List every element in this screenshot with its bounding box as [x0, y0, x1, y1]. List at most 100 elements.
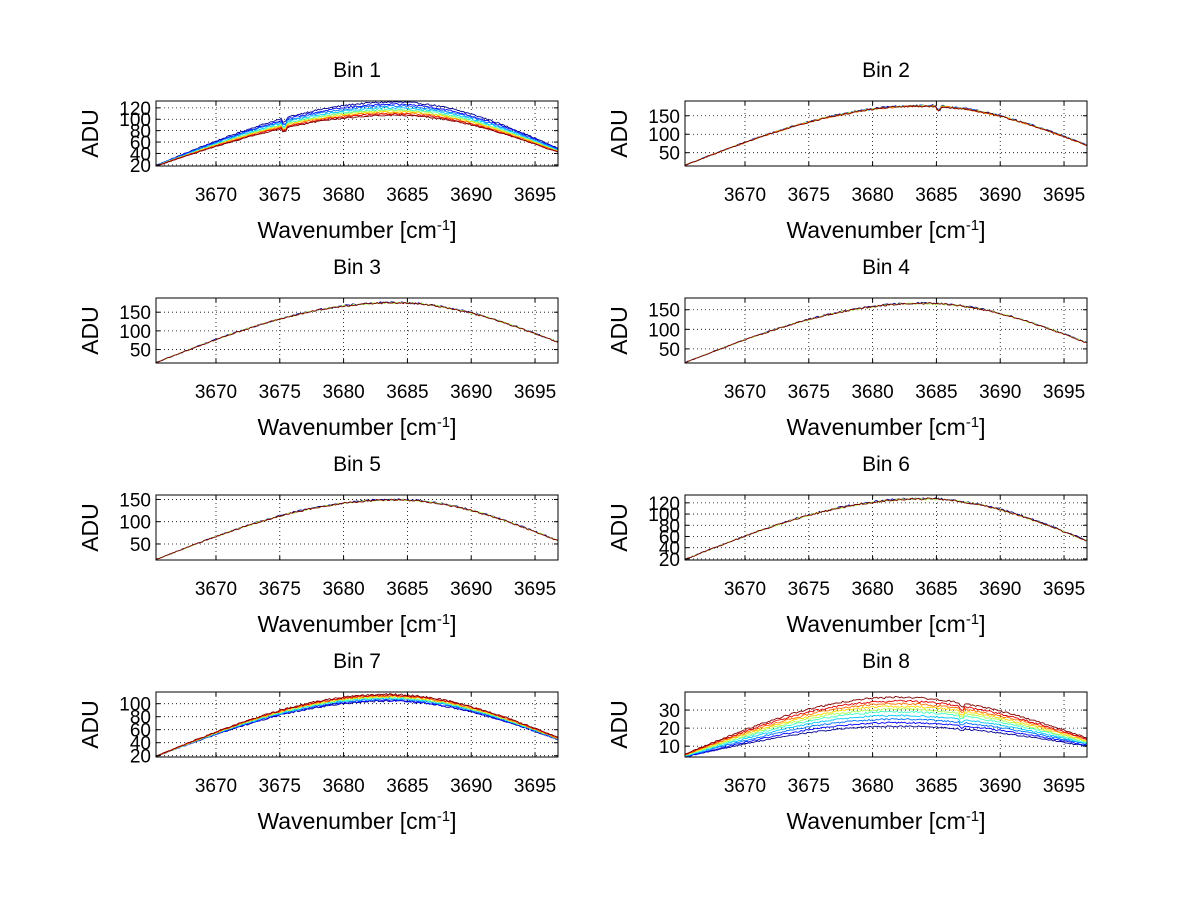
chart-3-xlabel-sup: -1: [437, 414, 450, 431]
chart-1-ytick-label-3: 80: [130, 122, 151, 143]
chart-5-axes-box: [155, 494, 559, 561]
chart-1-ytick-label-5: 120: [119, 99, 151, 120]
chart-7-axes-box: [155, 691, 559, 758]
chart-6-xtick-label-3: 3685: [915, 579, 957, 600]
chart-8-xlabel-main: Wavenumber [cm: [786, 808, 965, 834]
chart-8-series-4: [684, 714, 1088, 757]
chart-5-ylabel: ADU: [77, 503, 103, 552]
chart-5-xlabel-end: ]: [450, 611, 456, 637]
chart-5-ytick-label-1: 100: [119, 513, 151, 534]
chart-2-title: Bin 2: [862, 59, 910, 82]
chart-1-xlabel-end: ]: [450, 217, 456, 243]
chart-8-series-5: [684, 710, 1088, 757]
chart-4-xtick-label-0: 3670: [724, 382, 766, 403]
chart-6-xlabel-sup: -1: [966, 611, 979, 628]
chart-6-title: Bin 6: [862, 453, 910, 476]
chart-6-ytick-label-4: 100: [648, 505, 680, 526]
chart-4-xlabel-sup: -1: [966, 414, 979, 431]
chart-4-xtick-label-3: 3685: [915, 382, 957, 403]
chart-6-xtick-label-4: 3690: [979, 579, 1021, 600]
chart-2-ylabel: ADU: [606, 109, 632, 158]
chart-2-ytick-label-1: 100: [648, 125, 680, 146]
chart-8-series-1: [684, 725, 1088, 758]
chart-8-title: Bin 8: [862, 650, 910, 673]
chart-5-xtick-label-4: 3690: [450, 579, 492, 600]
chart-5-xtick-label-5: 3695: [514, 579, 556, 600]
chart-1-title: Bin 1: [333, 59, 381, 82]
chart-1-xlabel-main: Wavenumber [cm: [257, 217, 436, 243]
chart-2-xtick-label-0: 3670: [724, 185, 766, 206]
chart-3-series-3: [155, 301, 559, 364]
chart-7-ytick-label-2: 60: [130, 721, 151, 742]
chart-5-xlabel: Wavenumber [cm-1]: [257, 611, 456, 638]
chart-1-series-1: [155, 101, 558, 166]
chart-5-ytick-label-0: 50: [130, 535, 151, 556]
chart-4-ylabel: ADU: [606, 306, 632, 355]
chart-1-ytick-label-4: 100: [119, 110, 151, 131]
chart-4-axes-box: [684, 297, 1088, 364]
chart-3-xtick-label-2: 3680: [322, 382, 364, 403]
chart-5-ytick-label-2: 150: [119, 490, 151, 511]
chart-1-xlabel-sup: -1: [437, 217, 450, 234]
chart-3-xtick-label-1: 3675: [259, 382, 301, 403]
chart-8-xlabel-end: ]: [979, 808, 985, 834]
chart-2-plot-area: [685, 101, 1087, 166]
chart-8-series-10: [684, 695, 1088, 755]
chart-8-series-3: [684, 718, 1088, 758]
chart-5-xtick-label-2: 3680: [322, 579, 364, 600]
chart-8-axes-box: [684, 691, 1088, 758]
chart-6-ytick-label-0: 20: [659, 550, 680, 571]
chart-5-xtick-label-3: 3685: [386, 579, 428, 600]
chart-3-xlabel-end: ]: [450, 414, 456, 440]
chart-6-xlabel-main: Wavenumber [cm: [786, 611, 965, 637]
chart-4-xlabel-main: Wavenumber [cm: [786, 414, 965, 440]
chart-1-xtick-label-5: 3695: [514, 185, 556, 206]
chart-1-series-3: [155, 104, 559, 167]
chart-1-xtick-label-1: 3675: [259, 185, 301, 206]
chart-3-ytick-label-1: 100: [119, 322, 151, 343]
chart-2-xtick-label-2: 3680: [851, 185, 893, 206]
chart-3-ylabel: ADU: [77, 306, 103, 355]
chart-4-title: Bin 4: [862, 256, 910, 279]
chart-7-xlabel-end: ]: [450, 808, 456, 834]
chart-8-series-7: [684, 705, 1088, 756]
chart-2-ytick-label-0: 50: [659, 144, 680, 165]
chart-2-xtick-label-4: 3690: [979, 185, 1021, 206]
chart-6-xtick-label-2: 3680: [851, 579, 893, 600]
chart-8-ytick-label-2: 30: [659, 701, 680, 722]
chart-8-xtick-label-3: 3685: [915, 776, 957, 797]
chart-7-title: Bin 7: [333, 650, 381, 673]
chart-7-xlabel-sup: -1: [437, 808, 450, 825]
chart-7-xtick-label-1: 3675: [259, 776, 301, 797]
chart-4-ytick-label-1: 100: [648, 320, 680, 341]
chart-8-xtick-label-0: 3670: [724, 776, 766, 797]
chart-7-xtick-label-0: 3670: [195, 776, 237, 797]
chart-4-xtick-label-4: 3690: [979, 382, 1021, 403]
chart-2-xlabel: Wavenumber [cm-1]: [786, 217, 985, 244]
chart-6-xlabel-end: ]: [979, 611, 985, 637]
chart-6-series-3: [684, 497, 1088, 560]
chart-8-ytick-label-1: 20: [659, 719, 680, 740]
chart-5-series-3: [155, 498, 559, 560]
chart-8-xtick-label-5: 3695: [1043, 776, 1085, 797]
chart-6-xtick-label-1: 3675: [788, 579, 830, 600]
chart-1-series-9: [155, 112, 559, 167]
chart-4-series-3: [684, 302, 1088, 364]
chart-6-ytick-label-5: 120: [648, 494, 680, 515]
chart-5-plot-area: [156, 495, 558, 560]
chart-6-ytick-label-3: 80: [659, 516, 680, 537]
chart-8-xtick-label-2: 3680: [851, 776, 893, 797]
chart-3-xtick-label-5: 3695: [514, 382, 556, 403]
chart-2-ytick-label-2: 150: [648, 107, 680, 128]
chart-7-ylabel: ADU: [77, 700, 103, 749]
chart-4-xlabel: Wavenumber [cm-1]: [786, 414, 985, 441]
chart-1-xtick-label-2: 3680: [322, 185, 364, 206]
chart-1-ytick-label-1: 40: [130, 144, 151, 165]
chart-8-xlabel-sup: -1: [966, 808, 979, 825]
